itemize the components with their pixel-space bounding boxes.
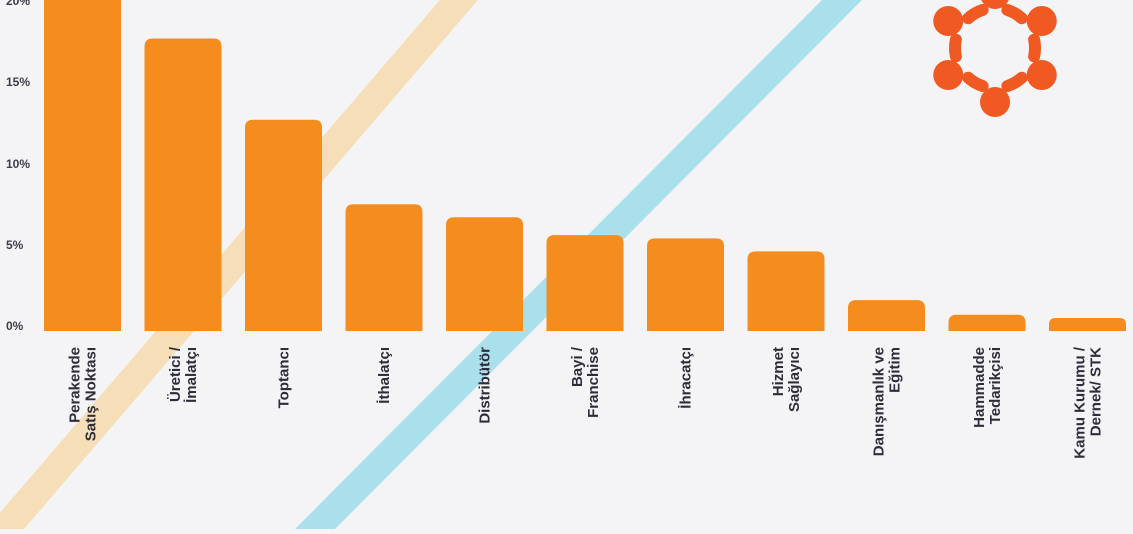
logo-head — [980, 87, 1010, 117]
bar-11 — [1049, 318, 1126, 331]
x-label-line: Üretici / — [167, 346, 184, 402]
x-label-line: Satış Noktası — [83, 347, 100, 441]
x-label-line: Perakende — [67, 347, 84, 423]
x-label-line: Bayi / — [569, 346, 586, 387]
x-label-10: Hammadde Tedarikçisi — [971, 347, 1004, 428]
bar-1 — [44, 0, 121, 331]
logo-head — [1026, 60, 1057, 90]
y-tick-label: 20% — [6, 0, 31, 8]
x-label-line: Kamu Kurumu / — [1072, 346, 1089, 459]
bar-2 — [144, 38, 222, 331]
x-label-6: Bayi / Franchise — [569, 346, 602, 418]
x-label-8: Hizmet Sağlayıcı — [770, 347, 803, 412]
x-label-line: Toptancı — [276, 347, 293, 408]
x-label-line: İmalatçı — [183, 347, 200, 403]
x-label-line: İthalatçı — [376, 347, 393, 404]
x-label-line: Tedarikçisi — [987, 347, 1004, 424]
x-label-1: Perakende Satış Noktası — [67, 347, 100, 441]
x-label-4: İthalatçı — [376, 347, 393, 404]
x-label-line: Distribütör — [477, 347, 494, 424]
logo-arm — [1028, 33, 1041, 63]
logo-head — [933, 6, 964, 36]
logo-arm — [1001, 3, 1028, 25]
x-axis-labels: Perakende Satış Noktası Üretici / İmalatçı T… — [67, 346, 1105, 459]
x-label-line: Danışmanlık ve — [871, 347, 888, 456]
bar-3 — [245, 119, 322, 331]
y-tick-label: 5% — [6, 237, 24, 252]
x-label-11: Kamu Kurumu / Dernek/ STK — [1072, 346, 1105, 459]
logo-head — [933, 60, 964, 90]
logo-head — [1026, 6, 1057, 36]
logo-arm — [962, 3, 989, 25]
bar-9 — [848, 300, 925, 331]
x-label-line: Hizmet — [770, 347, 787, 396]
bar-5 — [446, 217, 523, 331]
x-label-line: Sağlayıcı — [786, 347, 803, 412]
logo-arm — [1001, 71, 1028, 93]
x-label-line: Franchise — [585, 347, 602, 418]
logo-head — [981, 0, 1009, 9]
x-label-3: Toptancı — [276, 347, 293, 408]
decor-stripe-left — [0, 0, 478, 529]
x-label-line: Eğitim — [887, 347, 904, 393]
people-circle-logo-icon — [933, 0, 1057, 117]
x-label-line: Hammadde — [971, 347, 988, 428]
x-label-5: Distribütör — [477, 347, 494, 424]
x-label-2: Üretici / İmalatçı — [167, 346, 200, 403]
background-decoration — [0, 0, 862, 529]
bar-8 — [747, 251, 825, 331]
bar-7 — [647, 238, 724, 331]
x-label-9: Danışmanlık ve Eğitim — [871, 347, 904, 456]
logo-arm — [949, 33, 962, 63]
logo-arm — [962, 71, 989, 93]
x-label-line: Dernek/ STK — [1088, 347, 1105, 436]
y-tick-label: 0% — [6, 319, 24, 333]
bar-10 — [948, 314, 1026, 331]
bar-6 — [546, 235, 624, 331]
y-tick-label: 10% — [6, 156, 31, 171]
bars-group — [44, 0, 1126, 331]
x-label-7: İhracatçı — [678, 347, 695, 409]
bar-4 — [345, 204, 423, 331]
y-tick-label: 15% — [6, 75, 31, 90]
x-label-line: İhracatçı — [678, 347, 695, 409]
